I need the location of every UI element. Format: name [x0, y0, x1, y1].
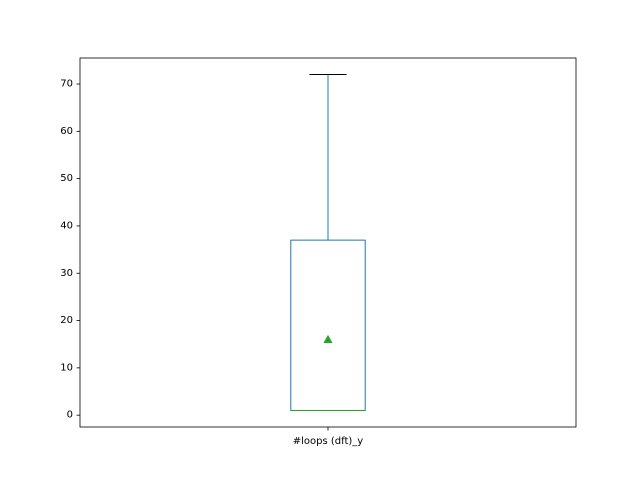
y-tick-label: 40: [60, 220, 73, 231]
x-tick-label: #loops (dft)_y: [293, 436, 364, 447]
y-tick-label: 30: [60, 268, 73, 279]
y-tick-label: 60: [60, 126, 73, 137]
y-axis: 0 10 20 30 40 50 60 70: [60, 79, 80, 421]
y-tick-label: 0: [67, 410, 73, 421]
y-tick-label: 50: [60, 173, 73, 184]
y-tick-label: 20: [60, 315, 73, 326]
y-tick-label: 70: [60, 79, 73, 90]
x-axis: #loops (dft)_y: [293, 427, 364, 447]
y-tick-label: 10: [60, 362, 73, 373]
mean-marker: [323, 334, 333, 344]
chart-marks: [290, 74, 366, 411]
axes-frame: [79, 57, 577, 428]
